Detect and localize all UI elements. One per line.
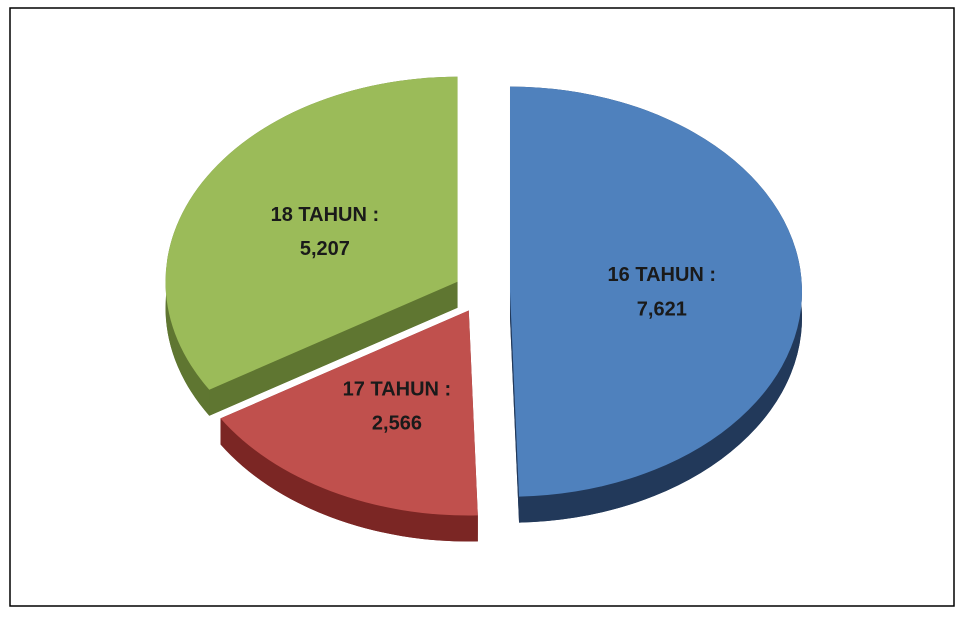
slice bbox=[165, 76, 458, 390]
category-label: 16 TAHUN bbox=[608, 264, 704, 286]
slice bbox=[509, 86, 802, 497]
label-separator: : bbox=[372, 204, 379, 226]
slice-rim bbox=[220, 418, 478, 542]
slice-edge bbox=[509, 291, 520, 523]
category-label: 17 TAHUN bbox=[343, 379, 439, 401]
slice-label: 18 TAHUN : bbox=[271, 204, 380, 226]
slice bbox=[220, 310, 478, 516]
value-label: 7,621 bbox=[637, 298, 687, 320]
value-label: 2,566 bbox=[372, 413, 422, 435]
slice-label: 16 TAHUN : bbox=[608, 264, 717, 286]
slice-edge bbox=[209, 281, 458, 416]
label-separator: : bbox=[709, 264, 716, 286]
slice-label: 17 TAHUN : bbox=[343, 379, 452, 401]
label-separator: : bbox=[445, 379, 452, 401]
chart-frame bbox=[9, 7, 955, 607]
value-label: 5,207 bbox=[300, 238, 350, 260]
category-label: 18 TAHUN bbox=[271, 204, 367, 226]
